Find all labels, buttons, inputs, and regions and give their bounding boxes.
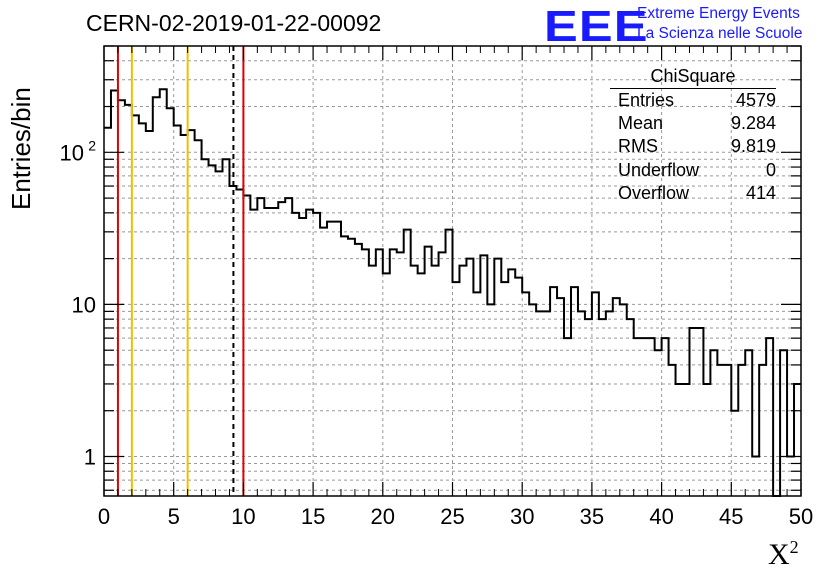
stats-title: ChiSquare: [610, 66, 776, 89]
x-tick-label: 25: [440, 504, 464, 529]
x-axis-label: X2: [768, 537, 799, 572]
x-tick-label: 30: [510, 504, 534, 529]
stats-label: Overflow: [618, 182, 690, 203]
x-tick-label: 50: [789, 504, 813, 529]
stats-label: Mean: [618, 113, 664, 134]
stats-label: Underflow: [618, 159, 700, 180]
x-tick-label: 10: [231, 504, 255, 529]
stats-value: 414: [745, 182, 776, 203]
x-axis-label-sup: 2: [789, 537, 799, 557]
histogram-line: [104, 88, 801, 497]
y-axis-label: Entries/bin: [6, 87, 36, 210]
y-tick-label-sup: 2: [88, 137, 96, 153]
x-tick-label: 45: [719, 504, 743, 529]
stats-row: Underflow 0: [608, 159, 776, 182]
logo-line-1: Extreme Energy Events: [637, 5, 800, 22]
eee-logo: EEE: [544, 2, 649, 51]
stats-value: 9.819: [730, 136, 776, 157]
x-tick-label: 35: [580, 504, 604, 529]
chart-title: CERN-02-2019-01-22-00092: [86, 10, 382, 36]
x-tick-label: 15: [301, 504, 325, 529]
stats-value: 9.284: [730, 113, 776, 134]
y-tick-label: 10: [60, 140, 84, 165]
stats-box: ChiSquare Entries 4579 Mean 9.284 RMS 9.819…: [608, 66, 776, 205]
logo-line-2: La Scienza nelle Scuole: [637, 25, 803, 42]
stats-label: Entries: [618, 90, 675, 110]
stats-row: Entries 4579: [608, 89, 776, 112]
logo-text: Extreme Energy Events La Scienza nelle S…: [637, 4, 802, 44]
x-axis-label-base: X: [768, 538, 790, 571]
stats-value: 4579: [735, 90, 776, 110]
x-tick-label: 0: [98, 504, 110, 529]
stats-label: RMS: [618, 136, 658, 157]
stats-row: RMS 9.819: [608, 135, 776, 158]
x-tick-label: 5: [168, 504, 180, 529]
x-tick-label: 40: [649, 504, 673, 529]
stats-row: Overflow 414: [608, 182, 776, 205]
stats-value: 0: [765, 159, 776, 180]
y-tick-label: 10: [72, 292, 96, 317]
y-tick-label: 1: [84, 445, 96, 470]
x-tick-label: 20: [371, 504, 395, 529]
stats-row: Mean 9.284: [608, 112, 776, 135]
